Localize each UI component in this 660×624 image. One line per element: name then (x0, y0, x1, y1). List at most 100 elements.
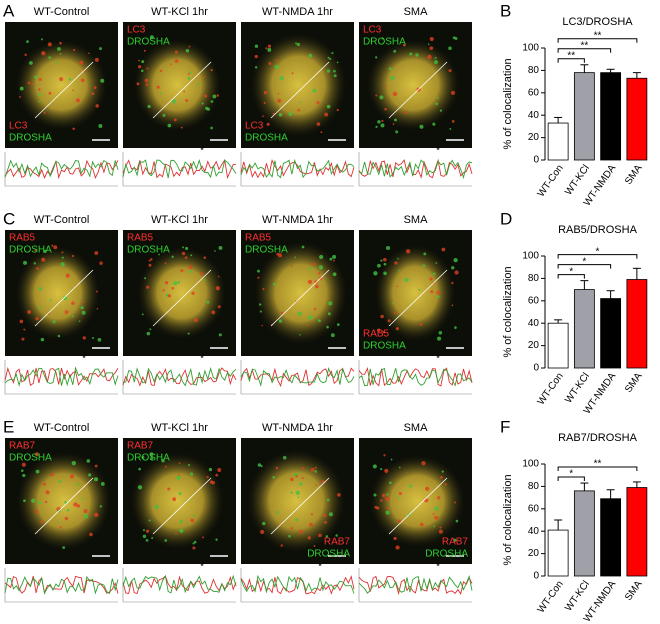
puncta (65, 273, 70, 278)
puncta (78, 320, 81, 322)
puncta (435, 262, 438, 264)
puncta (402, 43, 406, 47)
puncta (427, 43, 430, 45)
puncta (174, 50, 178, 54)
puncta (53, 245, 58, 250)
puncta (267, 47, 272, 52)
puncta (324, 520, 327, 524)
profile-trace (122, 159, 237, 179)
puncta (308, 267, 312, 271)
profile-star: * (318, 562, 322, 573)
puncta (176, 475, 181, 480)
puncta (309, 522, 313, 527)
significance-bracket (557, 264, 612, 269)
puncta (333, 74, 337, 78)
puncta (39, 306, 42, 309)
puncta (393, 536, 397, 541)
puncta (323, 513, 327, 517)
puncta (395, 130, 399, 134)
puncta (148, 259, 151, 262)
puncta (299, 101, 302, 103)
puncta (260, 529, 265, 534)
panel-letter: F (500, 417, 510, 436)
puncta (89, 532, 93, 537)
puncta (297, 311, 302, 316)
puncta (63, 296, 68, 301)
puncta (203, 278, 206, 282)
puncta (435, 102, 438, 106)
channel-label: RAB5 (127, 233, 154, 244)
image-title: WT-NMDA 1hr (262, 6, 333, 18)
puncta (57, 334, 61, 338)
puncta (51, 244, 54, 247)
profile-line (388, 269, 448, 327)
puncta (34, 249, 37, 252)
puncta (94, 57, 99, 62)
puncta (35, 316, 39, 321)
significance-label: * (596, 246, 600, 257)
puncta (43, 482, 47, 486)
puncta (448, 69, 452, 73)
puncta (39, 520, 43, 524)
profile-trace (4, 366, 119, 387)
puncta (329, 57, 332, 61)
puncta (320, 131, 323, 134)
profile-star: * (82, 354, 86, 365)
puncta (38, 93, 41, 97)
puncta (258, 303, 262, 306)
puncta (299, 482, 303, 486)
puncta (203, 75, 206, 78)
puncta (145, 529, 150, 533)
puncta (381, 119, 384, 122)
puncta (451, 119, 455, 123)
puncta (41, 257, 46, 262)
puncta (218, 333, 222, 337)
puncta (387, 319, 391, 323)
x-tick-label: WT-Con (536, 371, 566, 407)
y-tick-label: 20 (528, 340, 540, 351)
puncta (385, 85, 388, 87)
puncta (272, 282, 276, 286)
puncta (434, 60, 438, 64)
puncta (146, 331, 151, 336)
bar (547, 529, 569, 577)
puncta (295, 490, 300, 495)
puncta (259, 310, 262, 313)
puncta (147, 104, 151, 109)
image-title: SMA (404, 6, 429, 18)
profile-trace (122, 158, 237, 180)
channel-label: RAB5 (9, 233, 36, 244)
puncta (380, 314, 384, 319)
puncta (193, 515, 196, 518)
puncta (277, 92, 280, 95)
puncta (214, 250, 216, 252)
puncta (275, 466, 279, 470)
puncta (336, 61, 339, 64)
puncta (173, 118, 177, 122)
significance-bracket (557, 476, 585, 482)
y-tick-label: 60 (528, 503, 540, 514)
puncta (21, 337, 25, 341)
puncta (180, 269, 184, 273)
puncta (97, 337, 102, 342)
puncta (326, 498, 330, 502)
channel-label: DROSHA (127, 453, 170, 464)
puncta (398, 269, 400, 272)
puncta (254, 54, 258, 59)
puncta (325, 535, 329, 538)
puncta (189, 472, 194, 476)
puncta (68, 77, 72, 81)
puncta (47, 42, 52, 47)
puncta (31, 83, 33, 86)
puncta (143, 49, 146, 52)
puncta (185, 98, 189, 102)
puncta (308, 53, 313, 58)
puncta (307, 279, 313, 284)
puncta (377, 328, 381, 333)
puncta (181, 251, 186, 256)
profile-trace (122, 574, 237, 594)
puncta (187, 463, 191, 467)
puncta (52, 320, 56, 324)
significance-label: * (582, 256, 586, 267)
cell-body (137, 247, 226, 339)
